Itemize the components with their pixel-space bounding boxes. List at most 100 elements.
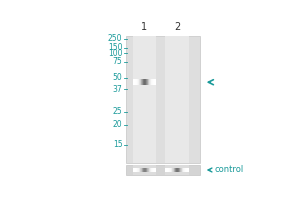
Bar	[171, 168, 172, 172]
Bar	[154, 79, 155, 85]
Text: control: control	[214, 165, 244, 174]
Bar	[177, 168, 178, 172]
Bar	[143, 79, 144, 85]
Bar	[172, 168, 173, 172]
Bar	[183, 168, 184, 172]
Text: 250: 250	[108, 34, 122, 43]
Bar	[152, 168, 153, 172]
Bar	[147, 79, 148, 85]
Bar	[142, 79, 143, 85]
Bar	[152, 79, 153, 85]
Bar	[137, 168, 138, 172]
Bar	[138, 168, 139, 172]
Bar	[144, 168, 145, 172]
Text: 1: 1	[141, 22, 148, 32]
Bar	[137, 79, 138, 85]
Bar	[138, 79, 139, 85]
Bar	[186, 168, 187, 172]
Bar	[146, 79, 147, 85]
Bar	[178, 168, 179, 172]
Bar	[169, 168, 170, 172]
Text: 2: 2	[174, 22, 180, 32]
Bar	[153, 168, 154, 172]
Bar	[151, 168, 152, 172]
Text: 100: 100	[108, 49, 122, 58]
Bar	[154, 79, 155, 85]
Text: 25: 25	[113, 107, 122, 116]
Bar	[153, 79, 154, 85]
Bar	[140, 168, 141, 172]
Bar	[137, 79, 138, 85]
Bar	[155, 79, 156, 85]
Text: 20: 20	[113, 120, 122, 129]
Bar	[142, 168, 143, 172]
Bar	[173, 168, 174, 172]
Bar	[149, 79, 150, 85]
Bar	[184, 168, 185, 172]
Bar	[139, 168, 140, 172]
Bar	[140, 79, 141, 85]
Bar	[175, 168, 176, 172]
Bar	[155, 168, 156, 172]
Bar	[145, 168, 146, 172]
Bar	[151, 79, 152, 85]
Text: 150: 150	[108, 43, 122, 52]
Bar	[141, 168, 142, 172]
Text: 75: 75	[112, 57, 122, 66]
Bar	[166, 168, 167, 172]
Bar	[126, 36, 200, 163]
Bar	[153, 79, 154, 85]
Bar	[126, 165, 200, 175]
Bar	[147, 168, 148, 172]
Bar	[183, 168, 184, 172]
Bar	[146, 168, 147, 172]
Bar	[148, 168, 149, 172]
Bar	[135, 79, 136, 85]
Bar	[144, 79, 145, 85]
Bar	[182, 168, 183, 172]
Bar	[134, 168, 135, 172]
Bar	[180, 168, 181, 172]
Bar	[184, 168, 185, 172]
Bar	[167, 168, 168, 172]
Bar	[133, 79, 134, 85]
Bar	[175, 168, 176, 172]
Bar	[170, 168, 171, 172]
Bar	[143, 168, 144, 172]
Bar	[148, 79, 149, 85]
Bar	[181, 168, 182, 172]
Bar	[150, 168, 151, 172]
Bar	[165, 168, 166, 172]
Bar	[173, 168, 174, 172]
Bar	[137, 168, 138, 172]
Bar	[155, 168, 156, 172]
Bar	[154, 168, 155, 172]
Bar	[141, 79, 142, 85]
Bar	[133, 168, 134, 172]
Bar	[133, 165, 156, 175]
Bar	[133, 36, 156, 163]
Bar	[179, 168, 180, 172]
Bar	[136, 168, 137, 172]
Bar	[187, 168, 188, 172]
Bar	[165, 165, 189, 175]
Bar	[188, 168, 189, 172]
Bar	[185, 168, 186, 172]
Bar	[136, 79, 137, 85]
Bar	[168, 168, 169, 172]
Bar	[139, 79, 140, 85]
Bar	[165, 36, 189, 163]
Bar	[149, 168, 150, 172]
Bar	[147, 168, 148, 172]
Text: 15: 15	[113, 140, 122, 149]
Bar	[149, 79, 150, 85]
Bar	[174, 168, 175, 172]
Bar	[145, 79, 146, 85]
Bar	[134, 79, 135, 85]
Bar	[141, 79, 142, 85]
Text: 50: 50	[112, 73, 122, 82]
Bar	[135, 168, 136, 172]
Bar	[150, 79, 151, 85]
Bar	[176, 168, 177, 172]
Text: 37: 37	[112, 85, 122, 94]
